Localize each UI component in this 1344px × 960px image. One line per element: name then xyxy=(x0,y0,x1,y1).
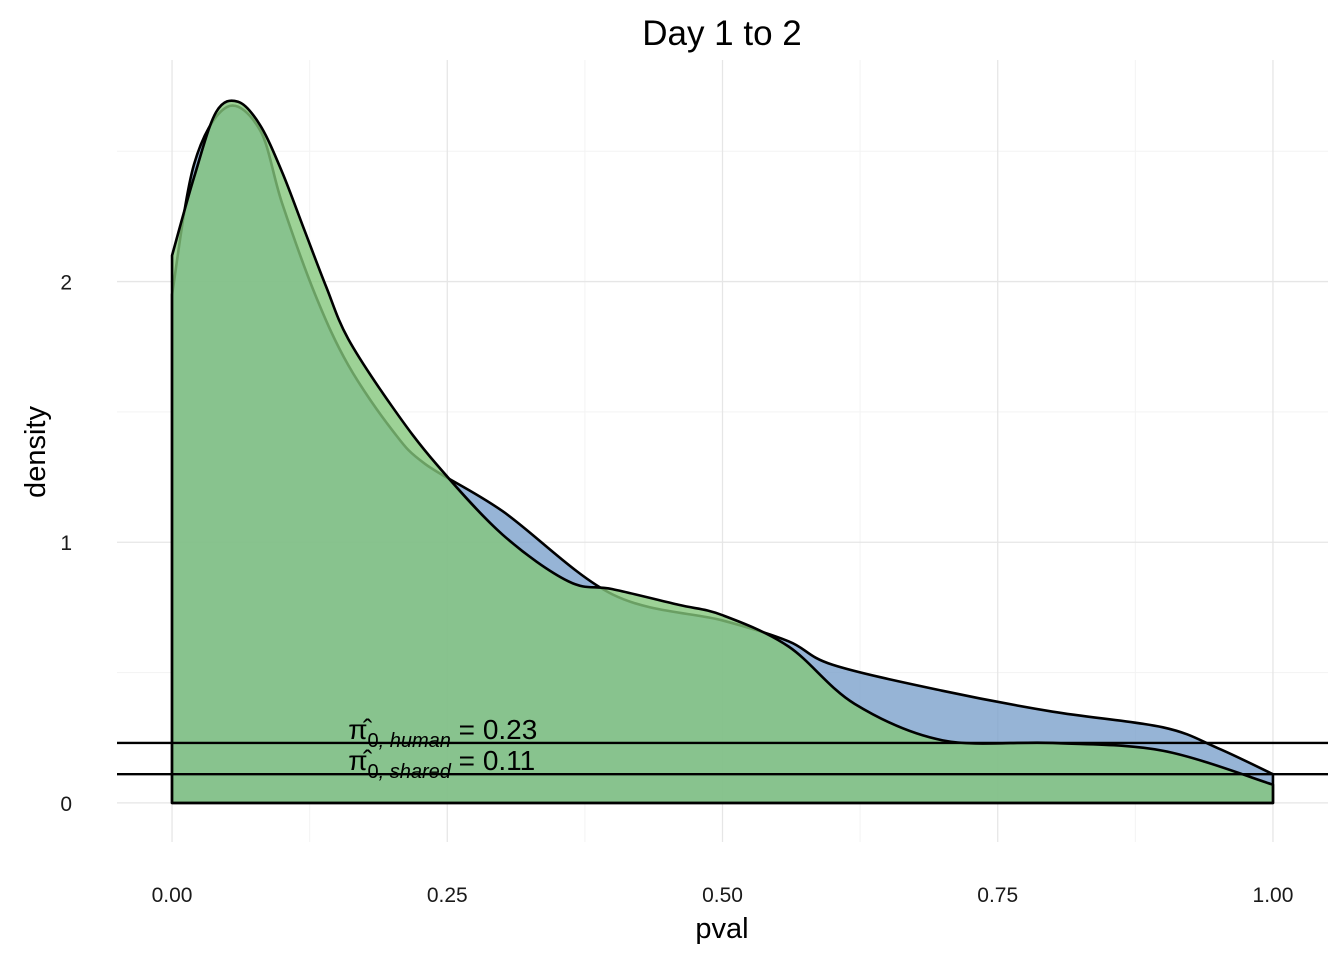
y-axis-ticks: 0 1 2 xyxy=(60,272,72,816)
y-tick-label: 0 xyxy=(60,793,72,816)
y-tick-label: 1 xyxy=(60,532,72,555)
x-axis-ticks: 0.00 0.25 0.50 0.75 1.00 xyxy=(152,884,1294,907)
density-areas xyxy=(170,99,1275,805)
x-tick-label: 1.00 xyxy=(1253,884,1294,907)
density-area-2 xyxy=(170,99,1275,805)
x-tick-label: 0.00 xyxy=(152,884,193,907)
pi0-lines xyxy=(117,741,1328,776)
x-tick-label: 0.75 xyxy=(977,884,1018,907)
y-tick-label: 2 xyxy=(60,272,72,295)
chart-title: Day 1 to 2 xyxy=(642,14,802,53)
pi0-annotation-2: π̂0, shared = 0.11 xyxy=(348,745,535,783)
x-tick-label: 0.25 xyxy=(427,884,468,907)
x-tick-label: 0.50 xyxy=(702,884,743,907)
y-axis-title: density xyxy=(20,406,52,498)
x-axis-title: pval xyxy=(695,913,748,945)
